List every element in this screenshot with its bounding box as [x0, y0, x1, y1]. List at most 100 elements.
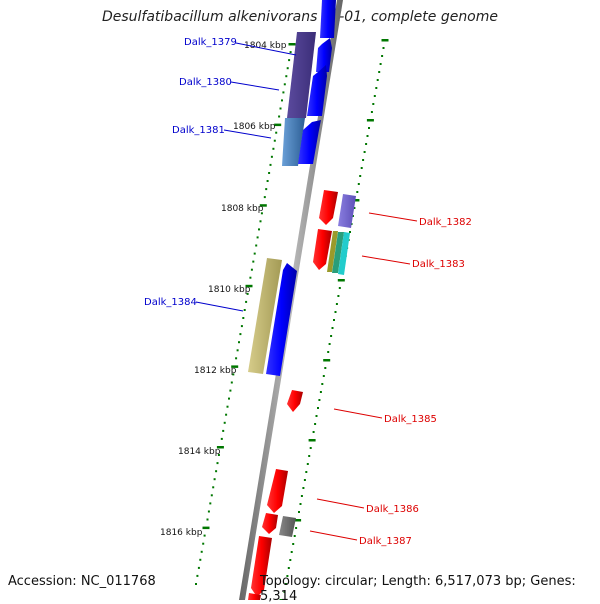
minor-tick [298, 511, 300, 513]
minor-tick [322, 375, 325, 377]
minor-tick [285, 75, 288, 78]
gene-label-dalk-1381[interactable]: Dalk_1381 [172, 125, 225, 136]
gene-block-dalk-1384-partner[interactable] [248, 258, 282, 374]
minor-tick [366, 135, 369, 137]
gene-arrow-dalk-1383[interactable] [313, 229, 332, 270]
minor-tick [215, 470, 218, 473]
minor-tick [288, 59, 291, 62]
minor-tick [318, 399, 321, 401]
gene-arrow-dalk-1385[interactable] [287, 390, 303, 412]
gene-label-dalk-1385[interactable]: Dalk_1385 [384, 414, 437, 425]
minor-tick [283, 591, 286, 593]
gene-arrow-dalk-1386[interactable] [267, 469, 288, 513]
gene-block-dalk-1383-teal[interactable] [332, 232, 344, 273]
minor-tick [327, 351, 330, 353]
minor-tick [220, 437, 223, 440]
minor-tick [376, 79, 379, 81]
major-tick [352, 199, 360, 202]
minor-tick [199, 558, 202, 561]
minor-tick [222, 429, 225, 432]
gene-label-dalk-1383[interactable]: Dalk_1383 [412, 259, 465, 270]
gene-label-dalk-1384[interactable]: Dalk_1384 [144, 297, 197, 308]
gene-arrow-dalk-1382[interactable] [319, 190, 338, 225]
minor-tick [228, 397, 230, 400]
gene-block-dalk-1383-olive[interactable] [327, 231, 338, 272]
gene-label-dalk-1386[interactable]: Dalk_1386 [366, 504, 419, 515]
minor-tick [302, 487, 305, 489]
major-tick [259, 204, 267, 207]
minor-tick [331, 327, 334, 329]
gene-arrow-dalk-1387b[interactable] [251, 536, 272, 597]
minor-tick [328, 343, 331, 345]
minor-tick [375, 87, 378, 89]
leader-dalk-1381 [223, 129, 272, 139]
leader-dalk-1379 [235, 42, 297, 56]
major-tick [323, 359, 331, 362]
minor-tick [242, 317, 245, 319]
minor-tick [287, 567, 290, 569]
gene-label-dalk-1380[interactable]: Dalk_1380 [179, 77, 232, 88]
major-tick [202, 526, 210, 530]
minor-tick [235, 357, 238, 360]
minor-tick [378, 71, 381, 73]
gene-label-dalk-1379[interactable]: Dalk_1379 [184, 37, 237, 48]
minor-tick [292, 543, 295, 545]
minor-tick [284, 583, 287, 585]
minor-tick [265, 188, 268, 191]
gene-labels: Dalk_1379 Dalk_1380 Dalk_1381 Dalk_1384 … [144, 37, 472, 547]
kbp-label: 1810 kbp [208, 285, 251, 295]
major-tick [231, 365, 239, 368]
kbp-label: 1816 kbp [160, 528, 203, 538]
minor-tick [255, 244, 258, 247]
kbp-label: 1812 kbp [194, 366, 237, 376]
gene-arrow-dalk-1381[interactable] [298, 120, 321, 164]
gene-arrow-dalk-1380a[interactable] [316, 38, 332, 72]
minor-tick [370, 111, 373, 113]
gene-block-dalk-1382[interactable] [338, 194, 356, 228]
minor-tick [249, 276, 252, 279]
minor-tick [197, 566, 200, 569]
minor-tick [308, 455, 311, 457]
minor-tick [278, 115, 281, 118]
minor-tick [283, 83, 286, 86]
minor-tick [299, 503, 302, 505]
minor-tick [226, 405, 229, 408]
gene-arrow-dalk-1387a[interactable] [262, 513, 278, 534]
minor-tick [300, 495, 303, 497]
minor-tick [333, 319, 335, 321]
leader-dalk-1382 [368, 212, 418, 222]
gene-block-dalk-1383-cyan[interactable] [338, 232, 350, 275]
minor-tick [246, 292, 249, 295]
minor-tick [303, 479, 306, 481]
gene-label-dalk-1387[interactable]: Dalk_1387 [359, 536, 412, 547]
leader-dalk-1386 [316, 498, 365, 509]
major-tick [366, 119, 374, 122]
minor-tick [282, 91, 285, 94]
minor-tick [269, 163, 272, 166]
minor-tick [210, 494, 213, 497]
minor-tick [281, 99, 283, 102]
minor-tick [290, 551, 293, 553]
minor-tick [360, 167, 363, 169]
gene-block-dalk-1387[interactable] [279, 516, 296, 537]
leader-dalk-1384 [195, 301, 244, 312]
minor-tick [250, 268, 253, 271]
minor-tick [243, 309, 246, 311]
minor-tick [330, 335, 333, 337]
minor-tick [279, 107, 282, 110]
gene-arrow-partial-bottom[interactable] [248, 593, 261, 600]
minor-tick [206, 518, 209, 521]
gene-arrow-dalk-1384[interactable] [266, 263, 297, 376]
gene-arrow-dalk-1380b[interactable] [307, 65, 327, 116]
minor-tick [353, 207, 356, 209]
minor-tick [305, 471, 308, 473]
gene-block-dalk-1379-partner[interactable] [287, 32, 316, 118]
gene-arrow-dalk-1379[interactable] [320, 0, 336, 38]
gene-label-dalk-1382[interactable]: Dalk_1382 [419, 217, 472, 228]
minor-tick [229, 389, 232, 392]
gene-block-dalk-1381-partner[interactable] [282, 118, 305, 166]
minor-tick [312, 431, 315, 433]
leader-dalk-1380 [230, 81, 280, 91]
leader-dalk-1387 [309, 530, 358, 541]
